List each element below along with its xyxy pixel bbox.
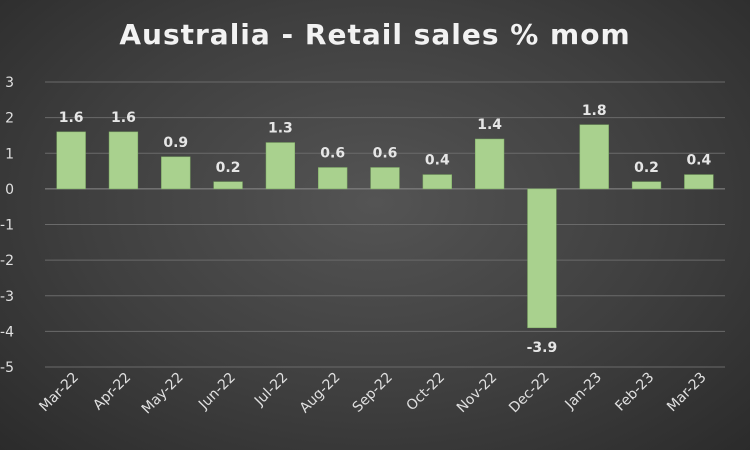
x-tick-label: May-22	[139, 370, 187, 418]
chart-title: Australia - Retail sales % mom	[119, 18, 631, 51]
data-label: 1.4	[477, 117, 502, 133]
data-label: 0.4	[686, 153, 711, 169]
bar	[318, 167, 348, 190]
bar	[422, 174, 452, 190]
y-tick-label: 0	[5, 182, 14, 198]
x-tick-label: Nov-22	[454, 370, 501, 417]
data-labels: 1.6 1.6 0.9 0.2 1.3 0.6 0.6 0.4 1.4 -3.9 1.8 0.2 0.4	[59, 103, 712, 356]
bar	[631, 181, 662, 190]
data-label: 0.2	[216, 160, 241, 176]
y-tick-label: -1	[0, 218, 14, 234]
y-tick-label: 1	[5, 146, 14, 162]
x-tick-label: Oct-22	[404, 370, 449, 415]
x-tick-label: Mar-23	[664, 370, 710, 416]
x-tick-label: Jan-23	[562, 370, 605, 413]
data-label: 0.6	[373, 146, 398, 162]
y-tick-label: -3	[0, 289, 14, 305]
data-label: -3.9	[527, 340, 558, 356]
data-label: 1.3	[268, 121, 293, 137]
y-tick-label: 2	[5, 111, 14, 127]
x-tick-label: Feb-23	[612, 370, 657, 415]
data-label: 0.6	[320, 146, 345, 162]
bars	[56, 124, 714, 329]
bar	[108, 131, 139, 190]
bar	[213, 181, 243, 190]
gridlines	[45, 81, 725, 368]
x-tick-label: Jun-22	[195, 370, 239, 414]
x-tick-label: Dec-22	[506, 370, 553, 417]
x-tick-label: Mar-22	[36, 370, 82, 416]
bar	[579, 124, 609, 190]
y-tick-label: -2	[0, 253, 14, 269]
x-axis-ticks: Mar-22 Apr-22 May-22 Jun-22 Jul-22 Aug-22 Sep-…	[36, 370, 709, 418]
y-axis-ticks: 3 2 1 0 -1 -2 -3 -4 -5	[0, 75, 14, 376]
data-label: 0.9	[163, 135, 188, 151]
bar	[370, 167, 400, 190]
x-tick-label: Apr-22	[90, 370, 134, 414]
bar	[265, 142, 296, 190]
bar	[56, 131, 86, 190]
x-tick-label: Jul-22	[251, 370, 291, 410]
bar	[684, 174, 714, 190]
data-label: 1.8	[582, 103, 607, 119]
y-tick-label: 3	[5, 75, 14, 91]
data-label: 1.6	[59, 110, 84, 126]
y-tick-label: -4	[0, 324, 14, 340]
bar	[527, 188, 557, 329]
y-tick-label: -5	[0, 360, 14, 376]
bar	[474, 138, 505, 190]
data-label: 0.4	[425, 153, 450, 169]
data-label: 0.2	[634, 160, 659, 176]
bar	[161, 156, 191, 190]
data-label: 1.6	[111, 110, 136, 126]
x-tick-label: Sep-22	[350, 370, 396, 416]
x-tick-label: Aug-22	[297, 370, 344, 417]
